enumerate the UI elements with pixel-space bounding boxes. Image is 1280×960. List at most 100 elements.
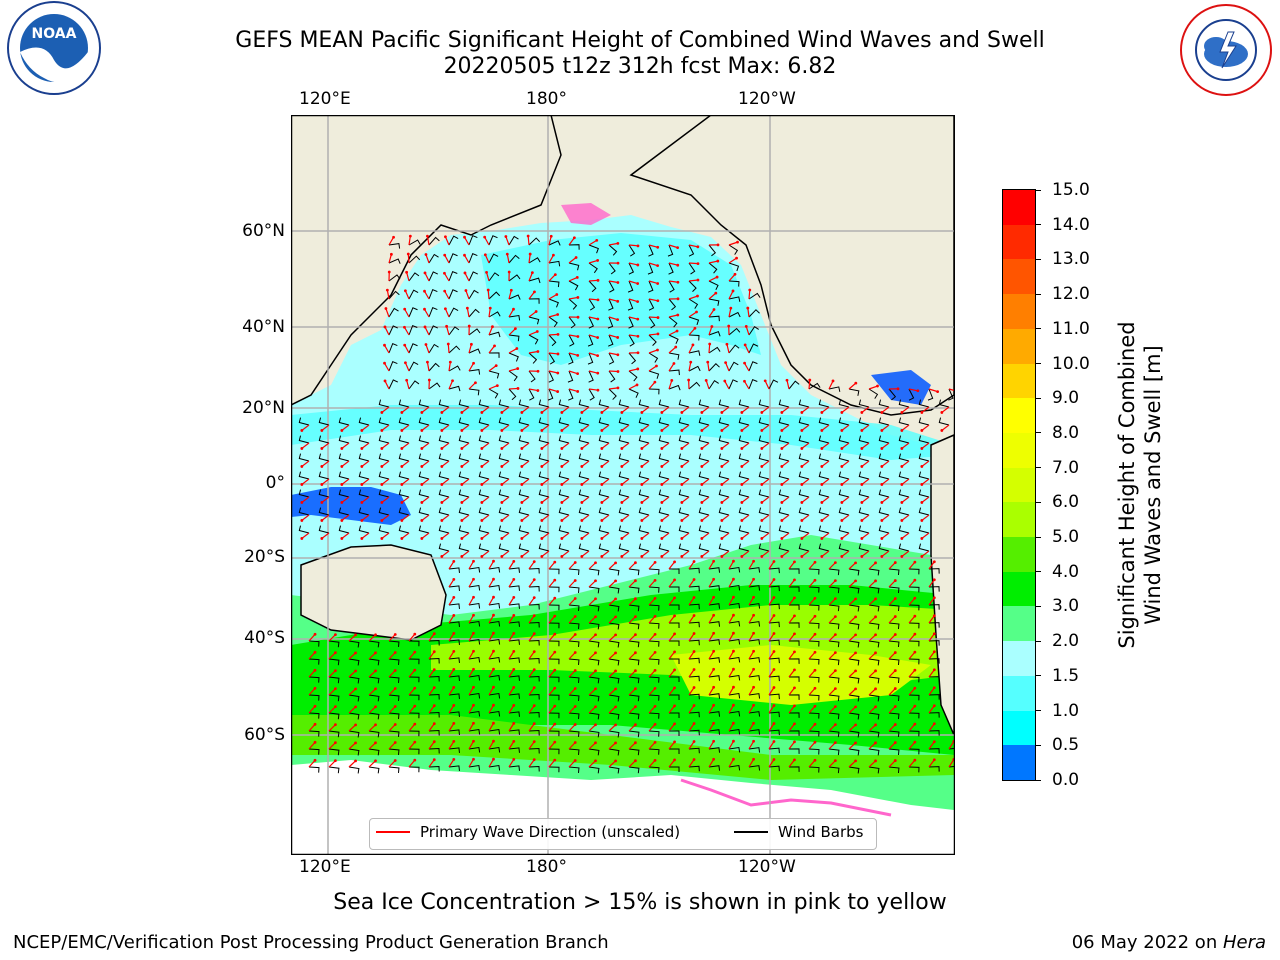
wave-arrow-head	[860, 465, 864, 468]
wave-direction-arrow	[348, 652, 356, 660]
wave-direction-arrow	[481, 514, 490, 521]
wave-arrow-head	[854, 723, 857, 727]
wave-direction-arrow	[641, 460, 650, 467]
wave-direction-arrow	[444, 236, 450, 246]
wave-arrow-head	[636, 263, 640, 267]
wave-arrow-head	[724, 361, 728, 365]
wave-direction-arrow	[808, 759, 816, 768]
wave-arrow-head	[712, 685, 716, 689]
wave-arrow-head	[424, 343, 428, 346]
wind-barb	[408, 676, 420, 683]
wave-arrow-head	[833, 723, 837, 727]
wind-barb	[568, 604, 580, 611]
wave-arrow-head	[692, 686, 696, 689]
wave-arrow-head	[408, 234, 412, 238]
wave-arrow-head	[540, 483, 544, 486]
wave-direction-arrow	[468, 668, 475, 678]
wind-barb	[838, 507, 850, 516]
wave-arrow-head	[426, 360, 429, 364]
wave-arrow-head	[596, 278, 600, 282]
wave-direction-arrow	[541, 550, 550, 557]
wave-arrow-head	[893, 669, 897, 672]
wind-barb	[768, 657, 780, 664]
wave-arrow-head	[940, 411, 944, 414]
wave-direction-arrow	[608, 724, 616, 732]
wave-direction-arrow	[688, 741, 695, 750]
wave-arrow-head	[560, 411, 564, 414]
wind-barb	[468, 388, 480, 396]
wind-barb	[448, 365, 461, 372]
wind-barb	[828, 676, 840, 684]
wind-barb	[868, 658, 880, 666]
wave-direction-arrow	[761, 514, 770, 521]
wave-arrow-head	[432, 758, 436, 762]
wave-direction-arrow	[444, 254, 450, 264]
wind-barb	[628, 586, 640, 594]
wave-arrow-head	[880, 555, 884, 558]
wave-direction-arrow	[888, 652, 896, 660]
wave-arrow-head	[740, 555, 744, 558]
wind-barb	[778, 507, 790, 516]
wind-barb	[898, 435, 910, 444]
wave-arrow-head	[636, 282, 640, 285]
wave-direction-arrow	[508, 633, 515, 642]
wind-barb	[348, 658, 360, 666]
wave-direction-arrow	[928, 388, 938, 393]
wave-direction-arrow	[388, 724, 396, 732]
wave-arrow-head	[634, 561, 637, 565]
wave-direction-arrow	[441, 406, 450, 413]
wave-arrow-head	[500, 483, 504, 486]
wave-arrow-head	[594, 633, 597, 637]
wave-direction-arrow	[661, 478, 670, 485]
wave-arrow-head	[716, 259, 720, 263]
wave-arrow-head	[913, 668, 917, 672]
wave-direction-arrow	[381, 442, 390, 449]
wave-arrow-head	[655, 364, 658, 368]
wind-barb	[328, 712, 340, 720]
wind-barb	[508, 334, 520, 342]
wave-direction-arrow	[808, 723, 816, 732]
wind-barb	[508, 747, 520, 753]
wind-barb	[698, 543, 710, 552]
wave-direction-arrow	[901, 532, 910, 539]
wave-arrow-head	[492, 559, 495, 563]
wave-arrow-head	[716, 243, 720, 247]
wave-arrow-head	[696, 245, 700, 249]
wave-direction-arrow	[648, 651, 656, 660]
wave-arrow-head	[492, 613, 495, 617]
wind-barb	[668, 384, 681, 391]
wind-barb	[588, 694, 600, 702]
wave-arrow-head	[620, 429, 624, 432]
wave-direction-arrow	[668, 723, 676, 732]
wave-direction-arrow	[721, 406, 730, 413]
wave-direction-arrow	[381, 460, 390, 467]
wave-arrow-head	[760, 411, 764, 414]
wind-barb	[548, 766, 560, 773]
wave-arrow-head	[725, 342, 729, 346]
wave-arrow-head	[800, 465, 804, 468]
wave-direction-arrow	[446, 326, 450, 336]
lat-label: 60°S	[244, 725, 285, 745]
wind-barb	[468, 638, 481, 645]
wind-barb	[408, 712, 420, 719]
wind-barb	[398, 489, 410, 498]
wave-arrow-head	[472, 613, 475, 617]
wave-direction-arrow	[728, 241, 738, 246]
wave-direction-arrow	[628, 634, 636, 642]
wave-arrow-head	[893, 597, 897, 600]
wave-direction-arrow	[786, 380, 790, 390]
wind-barb	[638, 471, 650, 480]
wave-direction-arrow	[728, 722, 734, 732]
wave-direction-arrow	[568, 670, 576, 678]
wave-arrow-head	[500, 501, 504, 504]
wave-arrow-head	[596, 317, 600, 321]
wave-direction-arrow	[448, 723, 455, 732]
wave-arrow-head	[380, 465, 384, 468]
wave-arrow-head	[880, 483, 884, 486]
wind-barb	[668, 622, 680, 628]
wind-barb	[548, 748, 560, 755]
wave-arrow-head	[360, 447, 364, 450]
wind-barb	[778, 435, 790, 444]
wave-direction-arrow	[388, 760, 396, 768]
wave-arrow-head	[549, 234, 553, 238]
